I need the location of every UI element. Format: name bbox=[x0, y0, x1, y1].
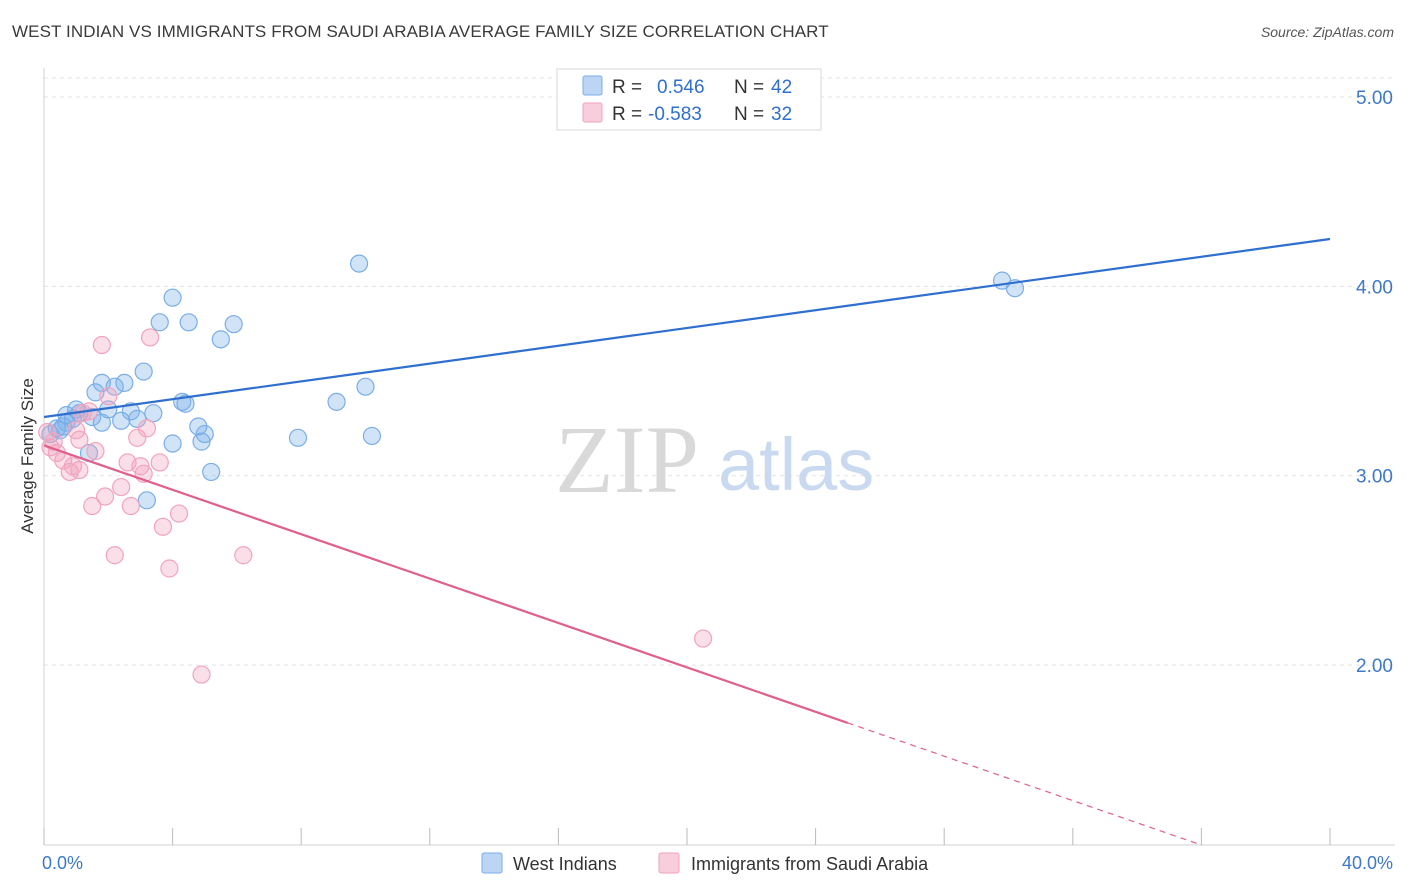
point-series1-31 bbox=[234, 546, 253, 565]
series-legend-swatch-west-indians bbox=[481, 852, 503, 874]
chart-source: Source: ZipAtlas.com bbox=[1260, 24, 1394, 40]
y-tick-labels: 2.00 3.00 4.00 5.00 bbox=[1356, 88, 1393, 677]
point-series1-25 bbox=[140, 328, 160, 347]
point-series1-27 bbox=[153, 517, 173, 536]
x-tick-label-0: 0.0% bbox=[42, 853, 83, 873]
trend-lines bbox=[43, 237, 1331, 846]
series-legend-label-west-indians: West Indians bbox=[513, 854, 617, 874]
point-series1-0 bbox=[38, 423, 57, 442]
watermark: ZIP atlas bbox=[555, 406, 874, 513]
point-series0-17 bbox=[115, 373, 134, 393]
watermark-zip: ZIP bbox=[555, 406, 699, 513]
y-tick-label-1: 3.00 bbox=[1356, 467, 1393, 488]
trend-line-series0 bbox=[43, 237, 1331, 419]
y-tick-label-0: 2.00 bbox=[1356, 656, 1393, 677]
x-tick-label-1: 40.0% bbox=[1342, 853, 1393, 873]
point-series0-21 bbox=[137, 491, 156, 510]
legend-r-label-2: R = bbox=[612, 104, 642, 125]
point-series0-34 bbox=[224, 315, 243, 334]
trend-line-series1-extrapolated bbox=[847, 722, 1202, 846]
legend-box: R = 0.546 N = 42 R = -0.583 N = 32 bbox=[556, 68, 822, 131]
point-series0-33 bbox=[211, 330, 230, 349]
point-series0-16 bbox=[112, 411, 131, 430]
legend-r-value-2: -0.583 bbox=[648, 104, 702, 125]
point-series1-26 bbox=[150, 453, 169, 472]
legend-n-label-1: N = bbox=[734, 77, 764, 98]
axes bbox=[43, 68, 1395, 846]
point-series1-20 bbox=[121, 496, 140, 516]
point-series1-13 bbox=[86, 441, 105, 461]
point-series1-17 bbox=[105, 546, 124, 565]
legend-n-label-2: N = bbox=[734, 104, 764, 125]
data-points bbox=[38, 254, 1025, 684]
point-series0-27 bbox=[176, 394, 195, 413]
trend-line-series1 bbox=[43, 444, 849, 724]
chart-title: WEST INDIAN VS IMMIGRANTS FROM SAUDI ARA… bbox=[12, 22, 829, 41]
point-series1-28 bbox=[160, 559, 179, 578]
legend-swatch-pink bbox=[582, 102, 603, 123]
point-series0-10 bbox=[83, 407, 102, 427]
point-series1-14 bbox=[92, 335, 111, 355]
point-series1-30 bbox=[192, 665, 211, 684]
point-series0-25 bbox=[163, 434, 182, 453]
point-series0-35 bbox=[288, 428, 308, 447]
point-series0-37 bbox=[349, 254, 369, 273]
point-series0-15 bbox=[105, 377, 124, 396]
series-legend-swatch-saudi bbox=[658, 852, 680, 874]
series-legend: West Indians Immigrants from Saudi Arabi… bbox=[481, 852, 929, 874]
point-series0-38 bbox=[356, 377, 375, 396]
point-series0-24 bbox=[163, 288, 182, 307]
point-series0-18 bbox=[121, 402, 140, 421]
y-axis-label: Average Family Size bbox=[18, 378, 37, 534]
legend-r-value-1: 0.546 bbox=[657, 77, 705, 98]
point-series1-7 bbox=[67, 421, 86, 440]
point-series1-29 bbox=[169, 504, 189, 523]
point-series0-29 bbox=[189, 417, 208, 436]
point-series1-16 bbox=[99, 387, 118, 406]
watermark-atlas: atlas bbox=[718, 423, 874, 506]
point-series0-22 bbox=[144, 404, 163, 423]
point-series1-21 bbox=[128, 428, 147, 447]
point-series1-8 bbox=[70, 430, 89, 449]
point-series0-39 bbox=[362, 426, 382, 446]
point-series0-36 bbox=[327, 392, 346, 411]
point-series1-18 bbox=[112, 477, 131, 497]
legend-n-value-2: 32 bbox=[771, 104, 792, 125]
point-series0-23 bbox=[150, 313, 169, 332]
legend-swatch-blue bbox=[582, 75, 603, 96]
point-series1-24 bbox=[137, 419, 156, 438]
point-series0-31 bbox=[195, 424, 214, 444]
point-series1-9 bbox=[70, 460, 89, 480]
legend-n-value-1: 42 bbox=[771, 77, 792, 98]
point-series0-20 bbox=[134, 362, 153, 381]
legend-r-label-1: R = bbox=[612, 77, 642, 98]
series-legend-label-saudi: Immigrants from Saudi Arabia bbox=[691, 854, 929, 874]
y-tick-label-3: 5.00 bbox=[1356, 88, 1393, 109]
x-tick-labels: 0.0% 40.0% bbox=[42, 853, 1393, 873]
point-series1-32 bbox=[693, 629, 713, 648]
point-series1-15 bbox=[95, 487, 115, 506]
point-series1-12 bbox=[83, 496, 102, 516]
point-series0-28 bbox=[179, 313, 198, 332]
gridlines bbox=[44, 77, 1395, 666]
point-series1-2 bbox=[44, 432, 63, 451]
point-series0-32 bbox=[202, 462, 221, 482]
point-series0-19 bbox=[128, 409, 147, 428]
y-tick-label-2: 4.00 bbox=[1356, 277, 1393, 298]
